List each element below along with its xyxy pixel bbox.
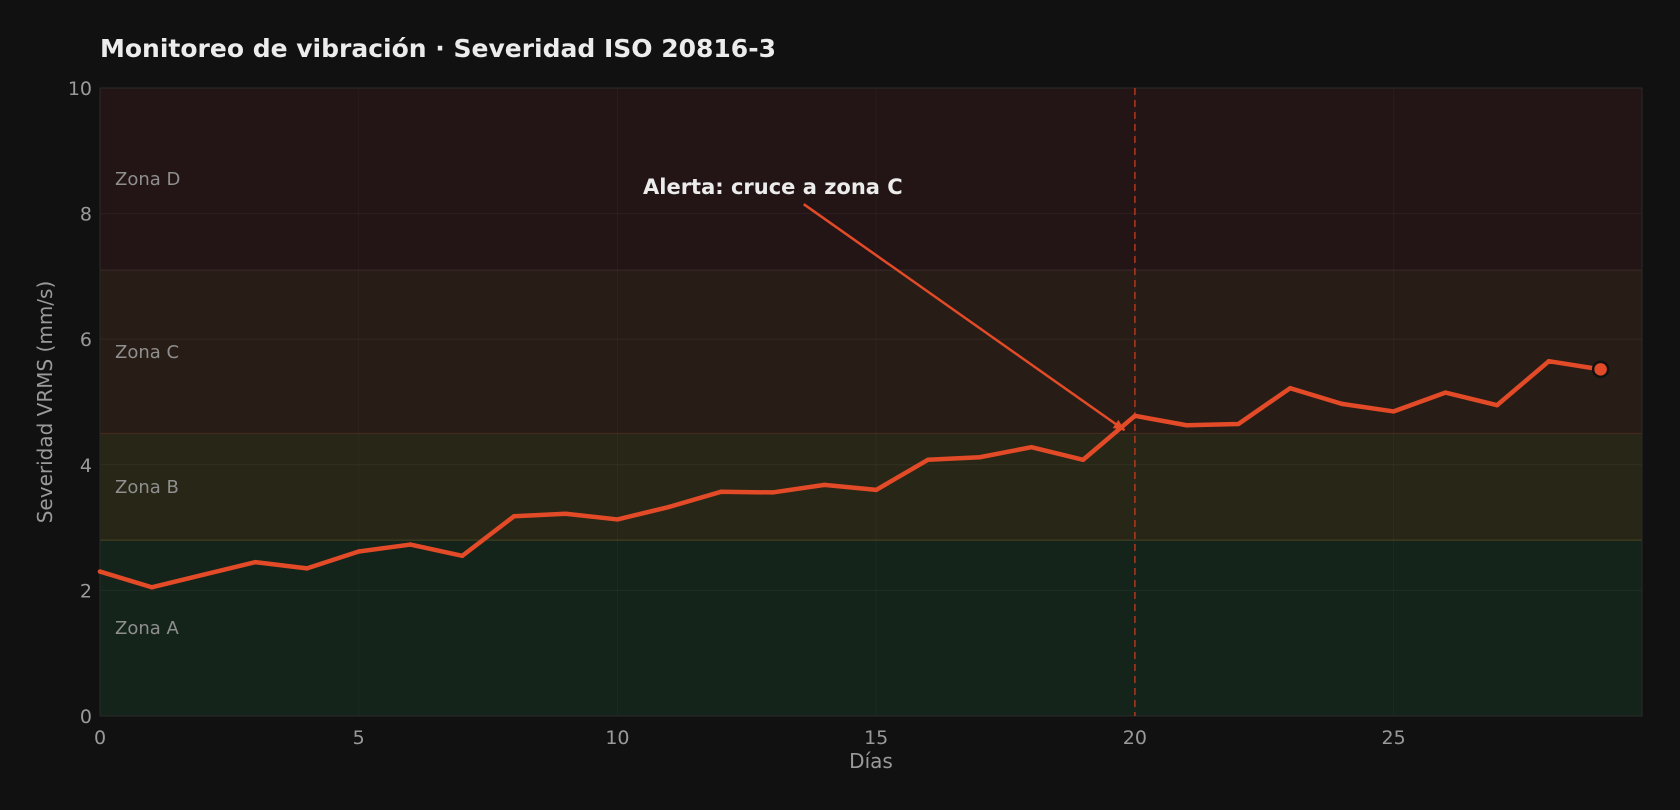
data-point [1184,423,1189,428]
plot-area-frame [99,87,1643,717]
data-point [1287,385,1293,391]
annotation-arrow [803,203,1126,432]
severity-zones [100,88,1642,716]
last-point-marker [1591,360,1610,379]
data-point [356,549,361,554]
data-point [253,559,258,565]
data-point [1132,413,1138,419]
x-tick-label: 10 [605,727,629,749]
annotation: Alerta: cruce a zona C [643,175,1126,432]
x-tick-label: 0 [94,727,106,749]
data-point [1339,401,1345,407]
zone-band-3 [100,270,1642,434]
data-point [666,504,672,510]
x-tick-label: 25 [1382,727,1406,749]
data-point [408,542,413,547]
y-tick-label: 10 [68,78,92,100]
zone-band-2 [100,433,1642,541]
data-point [1546,358,1552,364]
data-point [1236,421,1241,427]
y-tick-label: 0 [80,706,92,728]
data-point [977,455,982,460]
data-point [1080,457,1086,462]
data-point [925,457,931,462]
zone-label: Zona C [115,342,179,363]
x-axis-ticks: 0 5 10 15 20 25 [94,727,1406,749]
annotation-arrowhead [1112,419,1125,431]
data-point [873,487,879,493]
series-line [97,358,1603,590]
zone-band-1 [100,540,1642,716]
zone-label: Zona A [115,618,180,639]
x-tick-label: 20 [1123,727,1147,749]
data-point [201,572,206,577]
data-point [1494,402,1500,408]
y-tick-label: 4 [80,455,92,477]
zone-band-4 [100,88,1642,271]
annotation-text: Alerta: cruce a zona C [643,175,903,199]
data-point [149,585,154,590]
data-point [770,490,775,495]
data-point [822,482,827,488]
x-axis-label: Días [849,749,893,773]
x-tick-label: 5 [353,727,365,749]
y-tick-label: 8 [80,204,92,226]
data-point [563,511,568,516]
y-axis-label: Severidad VRMS (mm/s) [33,281,57,524]
data-point [615,517,620,522]
series-group [97,358,1610,590]
data-point [97,569,103,574]
data-point [460,553,465,559]
y-axis-ticks: 0 2 4 6 8 10 [68,78,92,728]
data-point [1029,445,1034,450]
data-point [1443,390,1448,395]
y-tick-label: 2 [80,580,92,602]
data-point [511,514,517,519]
chart-title: Monitoreo de vibración · Severidad ISO 2… [100,34,776,63]
y-tick-label: 6 [80,329,92,351]
data-point [1391,409,1396,414]
data-point [718,489,724,495]
x-tick-label: 15 [864,727,888,749]
zone-label: Zona D [115,169,180,190]
zone-labels: Zona A Zona B Zona C Zona D [115,169,180,639]
data-point [304,566,310,571]
zone-label: Zona B [115,477,179,498]
